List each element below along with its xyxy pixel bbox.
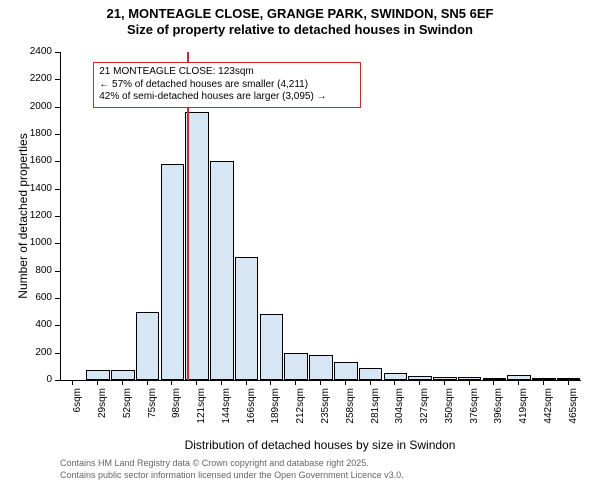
y-tick-label: 2200 (20, 73, 52, 84)
chart-title: 21, MONTEAGLE CLOSE, GRANGE PARK, SWINDO… (0, 0, 600, 39)
histogram-bar (359, 368, 383, 380)
y-tick-mark (55, 52, 60, 53)
y-tick-mark (55, 380, 60, 381)
x-tick-label: 144sqm (221, 388, 232, 438)
x-tick-mark (72, 380, 73, 385)
y-tick-label: 800 (20, 265, 52, 276)
y-tick-mark (55, 271, 60, 272)
x-tick-mark (270, 380, 271, 385)
x-tick-label: 419sqm (518, 388, 529, 438)
histogram-bar (210, 161, 234, 380)
footnote-line-2: Contains public sector information licen… (60, 470, 404, 482)
x-tick-label: 121sqm (196, 388, 207, 438)
x-tick-label: 52sqm (122, 388, 133, 438)
x-tick-label: 189sqm (270, 388, 281, 438)
histogram-bar (136, 312, 160, 380)
histogram-bar (111, 370, 135, 380)
x-tick-label: 235sqm (320, 388, 331, 438)
histogram-bar (86, 370, 110, 380)
x-axis-label: Distribution of detached houses by size … (60, 438, 580, 452)
x-tick-mark (97, 380, 98, 385)
annotation-line: 21 MONTEAGLE CLOSE: 123sqm (99, 66, 355, 79)
y-tick-label: 2000 (20, 101, 52, 112)
x-tick-label: 350sqm (444, 388, 455, 438)
y-tick-label: 1600 (20, 155, 52, 166)
x-tick-label: 75sqm (147, 388, 158, 438)
histogram-bar (334, 362, 358, 380)
x-tick-mark (469, 380, 470, 385)
x-tick-label: 465sqm (568, 388, 579, 438)
title-line-1: 21, MONTEAGLE CLOSE, GRANGE PARK, SWINDO… (0, 6, 600, 22)
x-tick-label: 29sqm (97, 388, 108, 438)
y-tick-mark (55, 107, 60, 108)
x-tick-label: 396sqm (493, 388, 504, 438)
y-tick-label: 1000 (20, 237, 52, 248)
histogram-bar (161, 164, 185, 380)
annotation-line: 42% of semi-detached houses are larger (… (99, 91, 355, 104)
histogram-bar (384, 373, 408, 380)
x-tick-mark (295, 380, 296, 385)
x-tick-mark (568, 380, 569, 385)
x-tick-label: 98sqm (171, 388, 182, 438)
x-tick-mark (147, 380, 148, 385)
annotation-line: ← 57% of detached houses are smaller (4,… (99, 79, 355, 92)
histogram-bar (309, 355, 333, 380)
y-tick-mark (55, 134, 60, 135)
x-tick-label: 258sqm (345, 388, 356, 438)
y-tick-label: 200 (20, 347, 52, 358)
x-tick-mark (370, 380, 371, 385)
footnote: Contains HM Land Registry data © Crown c… (60, 458, 404, 481)
x-tick-label: 6sqm (72, 388, 83, 438)
histogram-bar (260, 314, 284, 380)
y-tick-mark (55, 243, 60, 244)
x-tick-mark (345, 380, 346, 385)
x-tick-mark (493, 380, 494, 385)
x-tick-label: 327sqm (419, 388, 430, 438)
y-tick-mark (55, 216, 60, 217)
x-tick-mark (394, 380, 395, 385)
y-tick-label: 1200 (20, 210, 52, 221)
histogram-plot: 21 MONTEAGLE CLOSE: 123sqm← 57% of detac… (60, 52, 581, 381)
x-tick-mark (196, 380, 197, 385)
y-tick-label: 400 (20, 319, 52, 330)
y-tick-mark (55, 298, 60, 299)
y-tick-mark (55, 325, 60, 326)
x-tick-mark (171, 380, 172, 385)
x-tick-mark (320, 380, 321, 385)
x-tick-label: 212sqm (295, 388, 306, 438)
y-tick-mark (55, 79, 60, 80)
y-tick-mark (55, 161, 60, 162)
x-tick-label: 376sqm (469, 388, 480, 438)
x-tick-mark (444, 380, 445, 385)
x-tick-mark (246, 380, 247, 385)
y-tick-label: 1800 (20, 128, 52, 139)
x-tick-mark (543, 380, 544, 385)
annotation-box: 21 MONTEAGLE CLOSE: 123sqm← 57% of detac… (93, 62, 361, 108)
title-line-2: Size of property relative to detached ho… (0, 22, 600, 38)
histogram-bar (532, 378, 556, 380)
x-tick-label: 442sqm (543, 388, 554, 438)
y-tick-label: 1400 (20, 183, 52, 194)
y-tick-mark (55, 353, 60, 354)
histogram-bar (433, 377, 457, 380)
footnote-line-1: Contains HM Land Registry data © Crown c… (60, 458, 404, 470)
histogram-bar (235, 257, 259, 380)
x-tick-mark (518, 380, 519, 385)
y-tick-label: 0 (20, 374, 52, 385)
y-tick-label: 2400 (20, 46, 52, 57)
x-tick-label: 281sqm (370, 388, 381, 438)
x-tick-mark (419, 380, 420, 385)
x-tick-mark (221, 380, 222, 385)
histogram-bar (284, 353, 308, 380)
x-tick-label: 166sqm (246, 388, 257, 438)
x-tick-label: 304sqm (394, 388, 405, 438)
x-tick-mark (122, 380, 123, 385)
y-tick-mark (55, 189, 60, 190)
y-tick-label: 600 (20, 292, 52, 303)
